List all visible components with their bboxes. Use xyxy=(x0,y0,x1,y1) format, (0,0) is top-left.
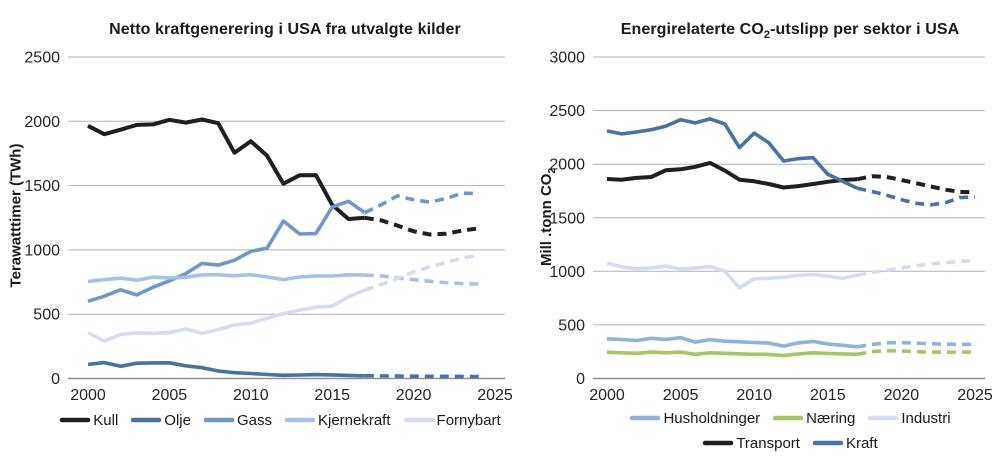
legend-label-n-ring: Næring xyxy=(806,409,856,427)
y-tick-2500: 2500 xyxy=(549,103,585,120)
legend-item-gass: Gass xyxy=(203,412,272,429)
y-tick-3000: 3000 xyxy=(549,50,585,67)
legend-item-kull: Kull xyxy=(59,412,118,429)
y-tick-2000: 2000 xyxy=(24,114,60,131)
x-tick-2005: 2005 xyxy=(663,387,699,404)
legend-swatch-kull xyxy=(60,417,91,423)
x-tick-2000: 2000 xyxy=(589,387,625,404)
series-kull-history xyxy=(87,117,365,221)
series-olje-projection xyxy=(364,374,479,379)
legend-emissions-row-2: Transport Kraft xyxy=(585,432,995,454)
series-transport-projection xyxy=(856,174,976,195)
y-tick-2000: 2000 xyxy=(549,157,585,174)
series-transport-history xyxy=(606,160,858,190)
x-tick-2020: 2020 xyxy=(884,387,920,404)
legend-item-fornybart: Fornybart xyxy=(403,412,501,429)
x-tick-2010: 2010 xyxy=(736,387,772,404)
legend-swatch-n-ring xyxy=(772,415,804,421)
y-tick-500: 500 xyxy=(558,317,585,334)
x-tick-2020: 2020 xyxy=(396,387,432,404)
x-tick-2000: 2000 xyxy=(70,387,106,404)
series-husholdninger-projection xyxy=(856,340,975,349)
series-gass-projection xyxy=(364,191,479,215)
series-industri-projection xyxy=(856,259,976,277)
series-olje-history xyxy=(87,360,365,378)
legend-swatch-transport xyxy=(703,440,734,446)
legend-label-fornybart: Fornybart xyxy=(436,411,501,429)
plot-area-emissions: 0 500 1000 1500 2000 2500 3000 2000 2005 2010 2015… xyxy=(549,50,993,405)
y-tick-1000: 1000 xyxy=(24,242,60,259)
legend-item-olje: Olje xyxy=(130,412,191,429)
x-tick-2010: 2010 xyxy=(233,387,269,404)
x-tick-2015: 2015 xyxy=(810,387,846,404)
x-tick-2025: 2025 xyxy=(477,387,513,404)
legend-label-kull: Kull xyxy=(93,411,119,429)
legend-swatch-kraft xyxy=(812,440,844,446)
x-tick-2015: 2015 xyxy=(314,387,350,404)
legend-label-transport: Transport xyxy=(736,434,800,452)
legend-swatch-husholdninger xyxy=(630,415,661,421)
series-kjernekraft-history xyxy=(87,272,365,284)
legend-label-industri: Industri xyxy=(901,409,951,427)
y-tick-1500: 1500 xyxy=(549,210,585,227)
legend-label-gass: Gass xyxy=(236,411,272,429)
y-tick-0: 0 xyxy=(576,371,585,388)
legend-label-kjernekraft: Kjernekraft xyxy=(317,411,391,429)
legend-item-kraft: Kraft xyxy=(812,435,878,452)
legend-item-kjernekraft: Kjernekraft xyxy=(284,412,391,429)
legend-swatch-industri xyxy=(868,415,899,421)
series-kraft-history xyxy=(606,117,858,190)
chart-title-emissions: Energirelaterte CO2-utslipp per sektor i… xyxy=(620,21,960,42)
plot-area-generation: 0 500 1000 1500 2000 2500 2000 2005 2010 2015 2020… xyxy=(24,50,513,405)
y-tick-2500: 2500 xyxy=(24,50,60,67)
x-tick-2025: 2025 xyxy=(957,387,993,404)
legend-generation: Kull Olje Gass Kjernekraft Fornybart xyxy=(40,409,520,431)
series-industri-history xyxy=(606,261,858,290)
legend-item-husholdninger: Husholdninger xyxy=(629,410,760,427)
y-tick-500: 500 xyxy=(33,307,60,324)
series-kraft-projection xyxy=(856,186,976,207)
y-tick-0: 0 xyxy=(51,371,60,388)
legend-swatch-fornybart xyxy=(403,417,434,423)
series-fornybart-projection xyxy=(364,253,480,292)
legend-emissions-row-1: Husholdninger Næring Industri xyxy=(585,407,995,429)
y-tick-1000: 1000 xyxy=(549,264,585,281)
legend-swatch-gass xyxy=(203,417,235,423)
series-n-ring-history xyxy=(606,350,858,358)
legend-item-transport: Transport xyxy=(702,435,800,452)
series-kjernekraft-projection xyxy=(364,273,479,286)
legend-label-kraft: Kraft xyxy=(845,434,878,452)
legend-label-olje: Olje xyxy=(164,411,191,429)
series-gass-history xyxy=(87,199,366,304)
legend-item-industri: Industri xyxy=(867,409,951,427)
legend-swatch-olje xyxy=(131,417,162,423)
legend-swatch-kjernekraft xyxy=(284,417,316,423)
series-husholdninger-history xyxy=(606,335,858,349)
y-tick-1500: 1500 xyxy=(24,178,60,195)
legend-label-husholdninger: Husholdninger xyxy=(663,409,761,427)
x-tick-2005: 2005 xyxy=(152,387,188,404)
series-n-ring-projection xyxy=(856,348,975,357)
legend-item-n-ring: Næring xyxy=(772,410,855,427)
chart-title-generation: Netto kraftgenerering i USA fra utvalgte… xyxy=(109,21,461,39)
series-kull-projection xyxy=(364,215,479,237)
series-fornybart-history xyxy=(87,288,366,344)
